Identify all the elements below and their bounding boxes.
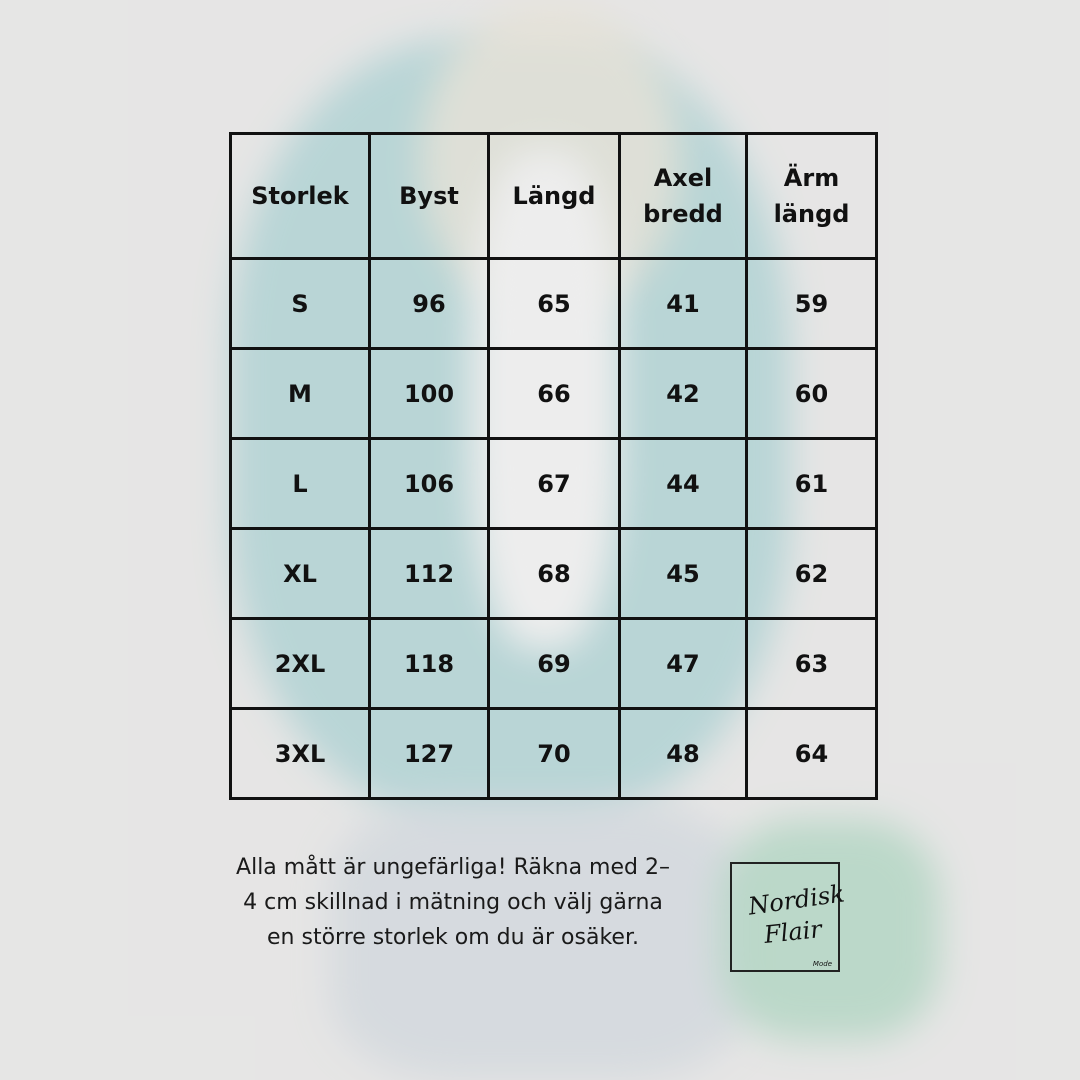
column-header: Ärm längd	[745, 132, 878, 260]
table-row: M 100 66 42 60	[229, 347, 878, 440]
size-chart-table: Storlek Byst Längd Axel bredd Ärm längd S 96 65 4…	[229, 132, 878, 800]
table-cell: XL	[229, 527, 371, 620]
column-header-line: Längd	[512, 182, 596, 210]
table-row: 2XL 118 69 47 63	[229, 617, 878, 710]
table-cell: 106	[368, 437, 490, 530]
table-cell: 47	[618, 617, 748, 710]
table-cell: 100	[368, 347, 490, 440]
table-row: S 96 65 41 59	[229, 257, 878, 350]
table-cell: 3XL	[229, 707, 371, 800]
table-header-row: Storlek Byst Längd Axel bredd Ärm längd	[229, 132, 878, 260]
table-cell: L	[229, 437, 371, 530]
column-header-line: Storlek	[251, 182, 349, 210]
column-header-line: Axel	[653, 164, 713, 192]
table-cell: 62	[745, 527, 878, 620]
column-header: Byst	[368, 132, 490, 260]
nordisk-flair-logo: Nordisk Flair Mode	[730, 862, 846, 972]
table-cell: 64	[745, 707, 878, 800]
table-cell: 63	[745, 617, 878, 710]
table-cell: M	[229, 347, 371, 440]
table-cell: 67	[487, 437, 621, 530]
table-cell: 59	[745, 257, 878, 350]
table-cell: 60	[745, 347, 878, 440]
column-header-line: bredd	[643, 200, 723, 228]
table-cell: 61	[745, 437, 878, 530]
column-header: Storlek	[229, 132, 371, 260]
table-cell: 127	[368, 707, 490, 800]
table-cell: 44	[618, 437, 748, 530]
table-cell: 42	[618, 347, 748, 440]
table-cell: 48	[618, 707, 748, 800]
measurement-note: Alla mått är ungefärliga! Räkna med 2–4 …	[236, 855, 670, 950]
table-row: 3XL 127 70 48 64	[229, 707, 878, 800]
table-cell: 2XL	[229, 617, 371, 710]
column-header: Axel bredd	[618, 132, 748, 260]
table-cell: 70	[487, 707, 621, 800]
table-cell: 96	[368, 257, 490, 350]
table-cell: 66	[487, 347, 621, 440]
column-header-line: Byst	[399, 182, 459, 210]
table-cell: 65	[487, 257, 621, 350]
table-row: L 106 67 44 61	[229, 437, 878, 530]
table-cell: 41	[618, 257, 748, 350]
column-header-line: Ärm	[783, 164, 840, 192]
table-cell: S	[229, 257, 371, 350]
table-cell: 118	[368, 617, 490, 710]
table-cell: 69	[487, 617, 621, 710]
column-header: Längd	[487, 132, 621, 260]
table-row: XL 112 68 45 62	[229, 527, 878, 620]
table-cell: 68	[487, 527, 621, 620]
table-cell: 112	[368, 527, 490, 620]
table-cell: 45	[618, 527, 748, 620]
column-header-line: längd	[773, 200, 850, 228]
